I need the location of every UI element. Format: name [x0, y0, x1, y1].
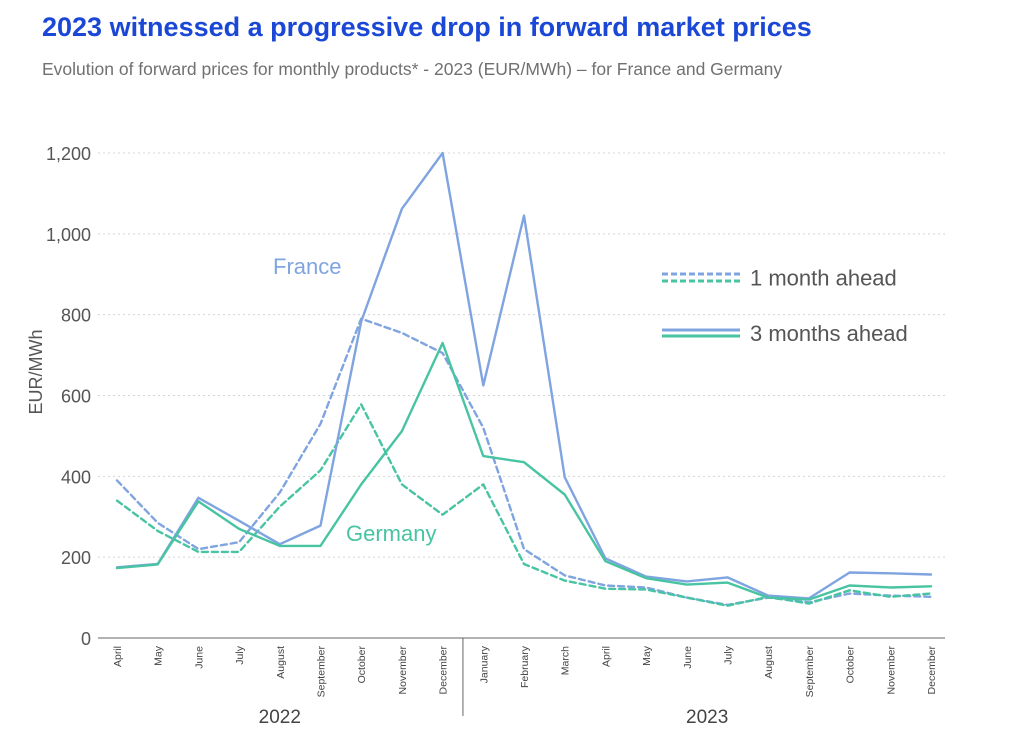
x-tick-label: July — [723, 645, 735, 664]
y-tick-label: 1,200 — [46, 144, 91, 164]
x-tick-label: July — [234, 645, 246, 664]
x-tick-label: November — [397, 645, 409, 694]
x-tick-label: August — [763, 646, 775, 679]
x-tick-label: May — [641, 645, 653, 666]
x-tick-label: February — [519, 645, 531, 688]
chart-subtitle: Evolution of forward prices for monthly … — [42, 59, 783, 79]
x-tick-label: August — [275, 646, 287, 679]
year-label: 2023 — [686, 707, 728, 728]
year-label: 2022 — [259, 707, 301, 728]
x-tick-label: October — [356, 646, 368, 684]
x-tick-label: May — [153, 645, 165, 666]
series-label-france: France — [273, 254, 341, 279]
y-tick-label: 600 — [61, 387, 91, 407]
y-tick-label: 800 — [61, 306, 91, 326]
x-tick-label: December — [926, 645, 938, 694]
x-tick-label: June — [193, 646, 205, 669]
x-tick-label: December — [438, 645, 450, 694]
series-label-germany: Germany — [346, 521, 436, 546]
x-tick-label: September — [804, 646, 816, 698]
y-tick-label: 400 — [61, 467, 91, 487]
series-line — [115, 151, 933, 600]
series-line — [115, 341, 933, 601]
y-tick-label: 200 — [61, 548, 91, 568]
x-tick-label: March — [560, 646, 572, 675]
x-tick-label: November — [885, 645, 897, 694]
chart-title: 2023 witnessed a progressive drop in for… — [42, 12, 812, 42]
series-line — [115, 403, 933, 607]
x-tick-label: April — [600, 646, 612, 667]
series-lines — [115, 151, 933, 607]
legend: 1 month ahead 3 months ahead — [662, 266, 908, 346]
legend-label: 1 month ahead — [750, 266, 897, 291]
x-tick-label: September — [316, 646, 328, 698]
x-tick-label: June — [682, 646, 694, 669]
y-tick-label: 0 — [81, 629, 91, 649]
labels: France Germany — [273, 254, 436, 546]
legend-label: 3 months ahead — [750, 321, 908, 346]
x-tick-label: April — [112, 646, 124, 667]
x-tick-label: October — [845, 646, 857, 684]
x-tick-label: January — [478, 645, 490, 683]
y-tick-label: 1,000 — [46, 225, 91, 245]
axes: 0 200 400 600 800 1,000 1,200 April May June July A… — [26, 144, 945, 728]
grid-lines — [98, 152, 945, 558]
y-axis-title: EUR/MWh — [26, 330, 46, 415]
